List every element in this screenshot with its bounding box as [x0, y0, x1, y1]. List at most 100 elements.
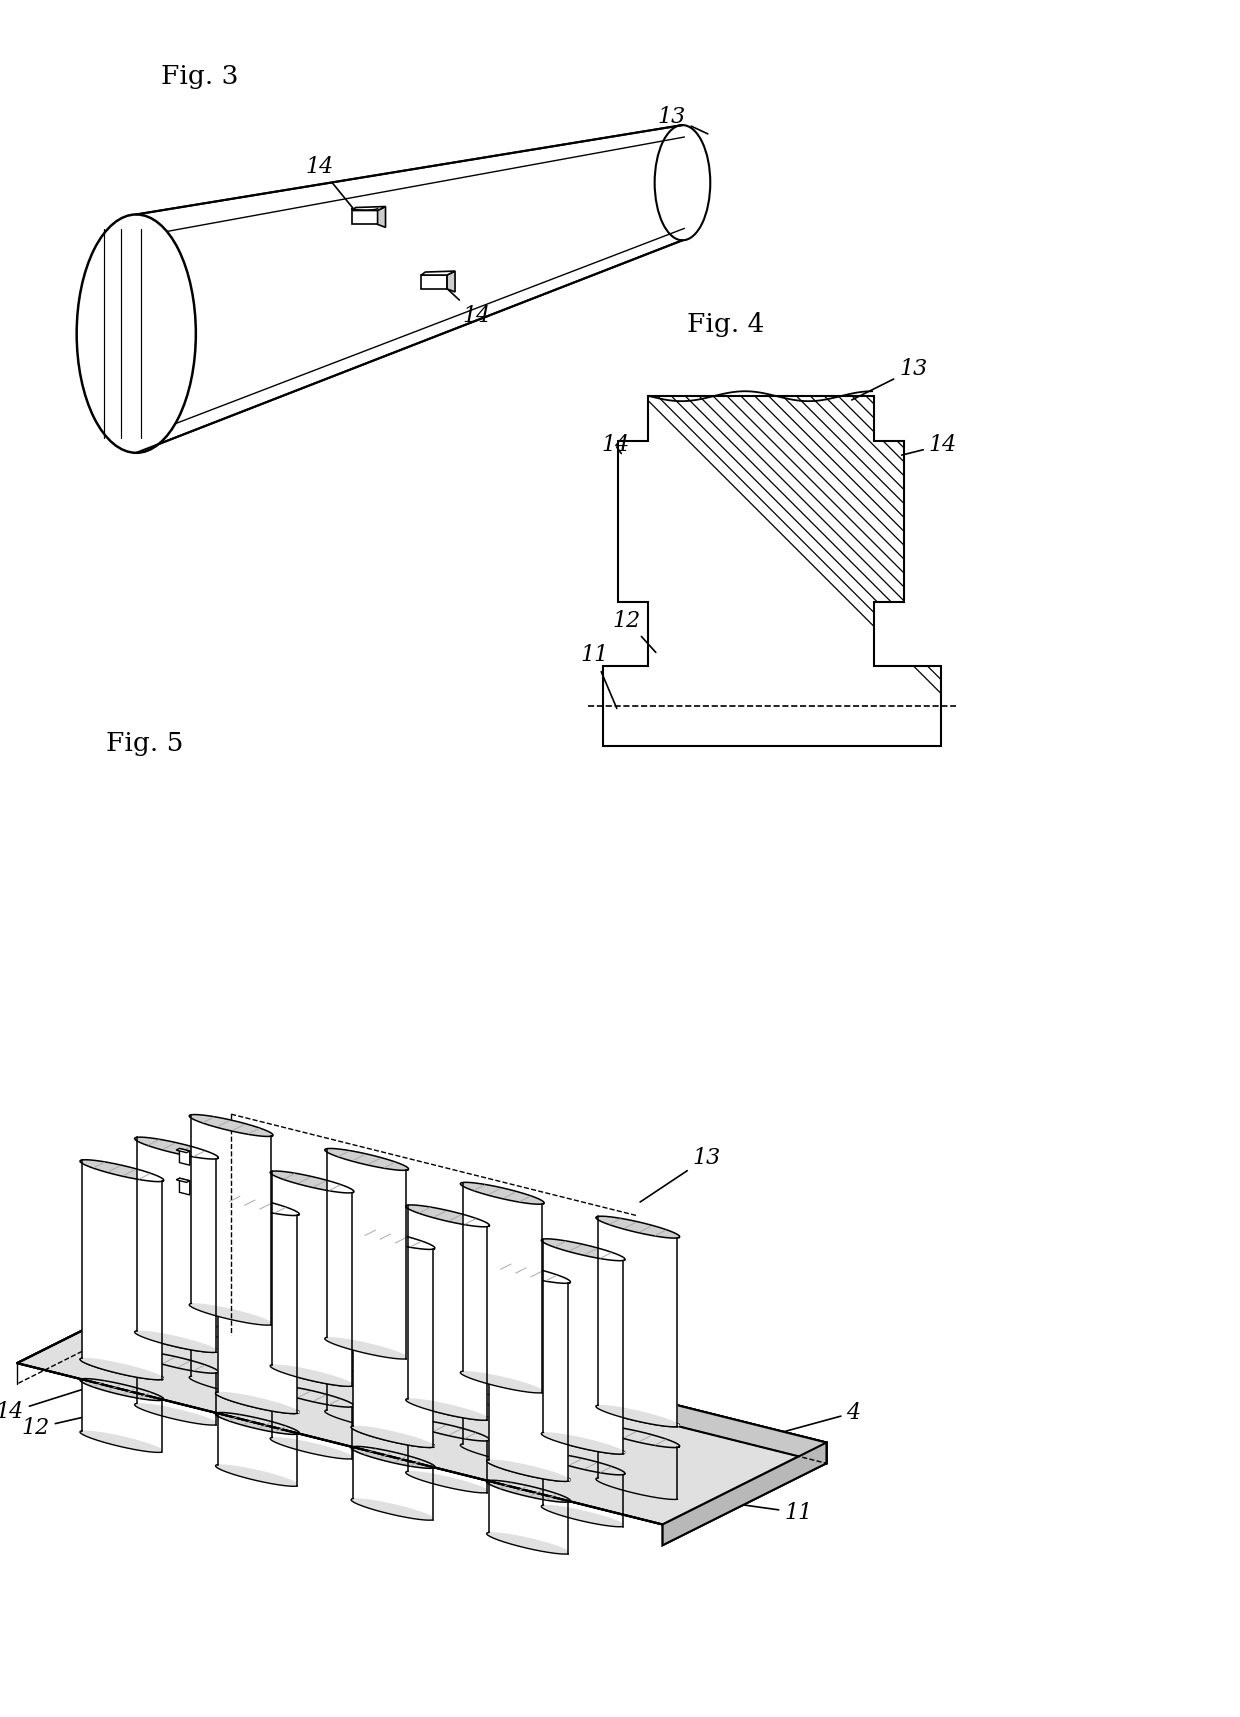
- Polygon shape: [352, 206, 386, 211]
- Polygon shape: [351, 1425, 434, 1447]
- Text: 14: 14: [305, 156, 358, 215]
- Polygon shape: [190, 1114, 273, 1137]
- Text: 11: 11: [738, 1502, 812, 1523]
- Polygon shape: [595, 1425, 680, 1447]
- Polygon shape: [134, 1137, 216, 1353]
- Polygon shape: [17, 1281, 827, 1525]
- Ellipse shape: [77, 215, 196, 453]
- Polygon shape: [176, 1178, 190, 1183]
- Polygon shape: [460, 1183, 544, 1204]
- Polygon shape: [405, 1205, 490, 1228]
- Ellipse shape: [655, 125, 711, 240]
- Polygon shape: [79, 1379, 164, 1401]
- Polygon shape: [603, 397, 941, 745]
- Text: 12: 12: [613, 610, 656, 652]
- Polygon shape: [596, 1425, 677, 1499]
- Polygon shape: [136, 1351, 218, 1425]
- Polygon shape: [486, 1480, 568, 1554]
- Polygon shape: [181, 1281, 827, 1463]
- Polygon shape: [460, 1392, 542, 1466]
- Polygon shape: [180, 1149, 190, 1166]
- Polygon shape: [486, 1459, 570, 1482]
- Polygon shape: [190, 1114, 270, 1326]
- Polygon shape: [460, 1183, 542, 1392]
- Polygon shape: [489, 1262, 570, 1482]
- Polygon shape: [134, 1137, 218, 1159]
- Polygon shape: [351, 1228, 433, 1447]
- Polygon shape: [273, 1171, 353, 1386]
- Polygon shape: [351, 1228, 435, 1250]
- Polygon shape: [463, 1392, 544, 1465]
- Polygon shape: [327, 1149, 409, 1358]
- Polygon shape: [448, 271, 455, 292]
- Polygon shape: [79, 1159, 164, 1181]
- Polygon shape: [325, 1358, 409, 1380]
- Polygon shape: [176, 1149, 190, 1152]
- Text: 14: 14: [901, 434, 957, 455]
- Polygon shape: [325, 1149, 407, 1360]
- Text: Fig. 5: Fig. 5: [107, 731, 184, 755]
- Polygon shape: [325, 1358, 407, 1432]
- Polygon shape: [134, 1351, 216, 1425]
- Polygon shape: [598, 1425, 680, 1499]
- Text: 14: 14: [444, 285, 490, 326]
- Text: Fig. 3: Fig. 3: [161, 64, 238, 89]
- Polygon shape: [595, 1216, 680, 1238]
- Text: 12: 12: [21, 1415, 93, 1439]
- Polygon shape: [598, 1216, 680, 1427]
- Polygon shape: [216, 1413, 299, 1434]
- Polygon shape: [352, 211, 377, 225]
- Polygon shape: [216, 1193, 298, 1413]
- Polygon shape: [460, 1372, 543, 1392]
- Polygon shape: [191, 1114, 273, 1326]
- Polygon shape: [190, 1324, 270, 1398]
- Text: Fig. 4: Fig. 4: [687, 312, 765, 337]
- Polygon shape: [270, 1386, 352, 1459]
- Polygon shape: [541, 1432, 625, 1454]
- Polygon shape: [408, 1205, 490, 1420]
- Polygon shape: [136, 1137, 218, 1353]
- Polygon shape: [79, 1379, 161, 1453]
- Polygon shape: [405, 1205, 487, 1420]
- Polygon shape: [270, 1171, 353, 1193]
- Polygon shape: [270, 1386, 353, 1408]
- Polygon shape: [460, 1392, 544, 1413]
- Text: 14: 14: [0, 1389, 82, 1423]
- Polygon shape: [662, 1442, 827, 1545]
- Polygon shape: [351, 1446, 435, 1468]
- Text: 12: 12: [368, 1408, 404, 1449]
- Polygon shape: [190, 1303, 273, 1326]
- Polygon shape: [541, 1238, 625, 1260]
- Polygon shape: [405, 1418, 490, 1441]
- Polygon shape: [405, 1398, 489, 1420]
- Text: 13: 13: [640, 1147, 720, 1202]
- Polygon shape: [134, 1331, 218, 1353]
- Polygon shape: [351, 1447, 433, 1520]
- Polygon shape: [134, 1351, 218, 1374]
- Polygon shape: [377, 206, 386, 227]
- Polygon shape: [596, 1216, 677, 1427]
- Polygon shape: [273, 1386, 353, 1459]
- Polygon shape: [662, 1442, 827, 1545]
- Polygon shape: [541, 1453, 622, 1526]
- Polygon shape: [489, 1480, 570, 1554]
- Polygon shape: [543, 1453, 625, 1526]
- Polygon shape: [136, 125, 682, 453]
- Polygon shape: [486, 1262, 568, 1482]
- Polygon shape: [422, 271, 455, 275]
- Text: 13: 13: [852, 359, 928, 400]
- Polygon shape: [353, 1446, 435, 1520]
- Polygon shape: [180, 1178, 190, 1195]
- Polygon shape: [216, 1193, 299, 1216]
- Polygon shape: [325, 1338, 408, 1360]
- Polygon shape: [79, 1358, 164, 1380]
- Polygon shape: [541, 1453, 625, 1475]
- Polygon shape: [181, 1281, 827, 1463]
- Polygon shape: [79, 1161, 161, 1380]
- Polygon shape: [603, 397, 941, 745]
- Polygon shape: [218, 1193, 299, 1413]
- Polygon shape: [422, 275, 448, 288]
- Text: 13: 13: [657, 106, 708, 134]
- Text: 12: 12: [630, 1461, 704, 1483]
- Polygon shape: [327, 1358, 409, 1432]
